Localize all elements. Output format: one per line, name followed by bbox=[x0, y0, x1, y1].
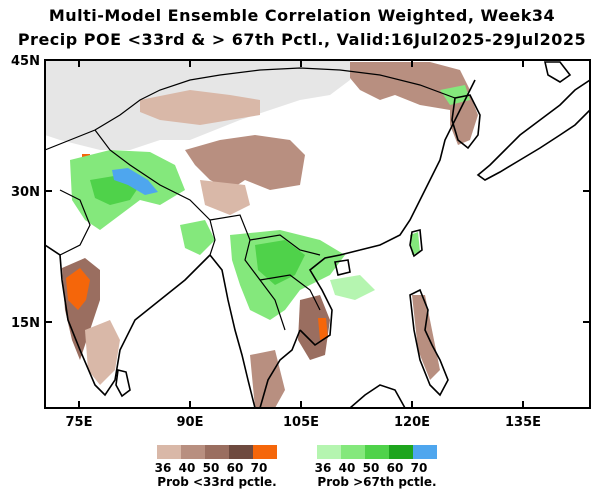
legend-above-swatch-4 bbox=[413, 445, 437, 459]
lat-axis: 45N 30N 15N bbox=[11, 54, 590, 331]
legend-above-value-4: 70 bbox=[411, 461, 428, 475]
below-normal-malaysia bbox=[250, 350, 285, 408]
lon-label-90e: 90E bbox=[177, 415, 204, 430]
legend-below-swatch-2 bbox=[205, 445, 229, 459]
below-normal-vietnam bbox=[298, 295, 330, 360]
legend-below-value-1: 40 bbox=[179, 461, 196, 475]
lon-axis: 75E 90E 105E 120E 135E bbox=[66, 60, 541, 430]
map-frame bbox=[44, 59, 591, 409]
legend-below-swatch-3 bbox=[229, 445, 253, 459]
below-normal-myanmar-bits bbox=[200, 180, 250, 215]
strong-below-vietnam bbox=[318, 318, 328, 340]
legend-above-swatch-0 bbox=[317, 445, 341, 459]
lon-label-105e: 105E bbox=[283, 415, 319, 430]
below-normal-china-north bbox=[350, 62, 470, 110]
lon-label-75e: 75E bbox=[66, 415, 93, 430]
legend-below-value-0: 36 bbox=[155, 461, 172, 475]
lon-label-135e: 135E bbox=[505, 415, 541, 430]
legend-below-swatch-4 bbox=[253, 445, 277, 459]
legend-above-value-2: 50 bbox=[363, 461, 380, 475]
lon-label-120e: 120E bbox=[394, 415, 430, 430]
legend-below-value-4: 70 bbox=[251, 461, 268, 475]
above-normal-indochina-strong bbox=[255, 240, 305, 285]
below-normal-china-central bbox=[185, 135, 305, 190]
below-normal-philippines bbox=[412, 295, 440, 380]
above-normal-south-china bbox=[330, 275, 375, 300]
legend-below-swatch-1 bbox=[181, 445, 205, 459]
legend-above-swatch-3 bbox=[389, 445, 413, 459]
below-normal-india-south bbox=[85, 320, 120, 385]
country-borders bbox=[45, 67, 456, 331]
legend-above-caption: Prob >67th pctle. bbox=[317, 475, 436, 489]
lat-label-30n: 30N bbox=[11, 185, 40, 200]
below-normal-mongolia bbox=[140, 90, 260, 125]
strong-above-nepal bbox=[112, 168, 158, 195]
coastlines bbox=[45, 61, 590, 408]
legend-above-swatch-2 bbox=[365, 445, 389, 459]
strong-below-india bbox=[66, 268, 90, 310]
legend-above-value-1: 40 bbox=[339, 461, 356, 475]
map-subtitle: Precip POE <33rd & > 67th Pctl., Valid:1… bbox=[17, 30, 587, 49]
below-normal-korea bbox=[450, 95, 478, 145]
map-title: Multi-Model Ensemble Correlation Weighte… bbox=[48, 6, 556, 25]
legend-above-value-0: 36 bbox=[315, 461, 332, 475]
above-normal-northeast bbox=[440, 85, 470, 105]
legend-below-value-3: 60 bbox=[227, 461, 244, 475]
above-normal-bangladesh bbox=[180, 220, 215, 255]
legend-below-swatch-0 bbox=[157, 445, 181, 459]
lat-label-15n: 15N bbox=[11, 316, 40, 331]
no-data-region-2 bbox=[45, 60, 150, 140]
legend-above-swatch-1 bbox=[341, 445, 365, 459]
legend-above-value-3: 60 bbox=[387, 461, 404, 475]
lat-label-45n: 45N bbox=[11, 54, 40, 69]
above-normal-taiwan bbox=[410, 232, 420, 255]
legend-below-value-2: 50 bbox=[203, 461, 220, 475]
legend-below-caption: Prob <33rd pctle. bbox=[157, 475, 276, 489]
shading-layer bbox=[45, 60, 478, 408]
